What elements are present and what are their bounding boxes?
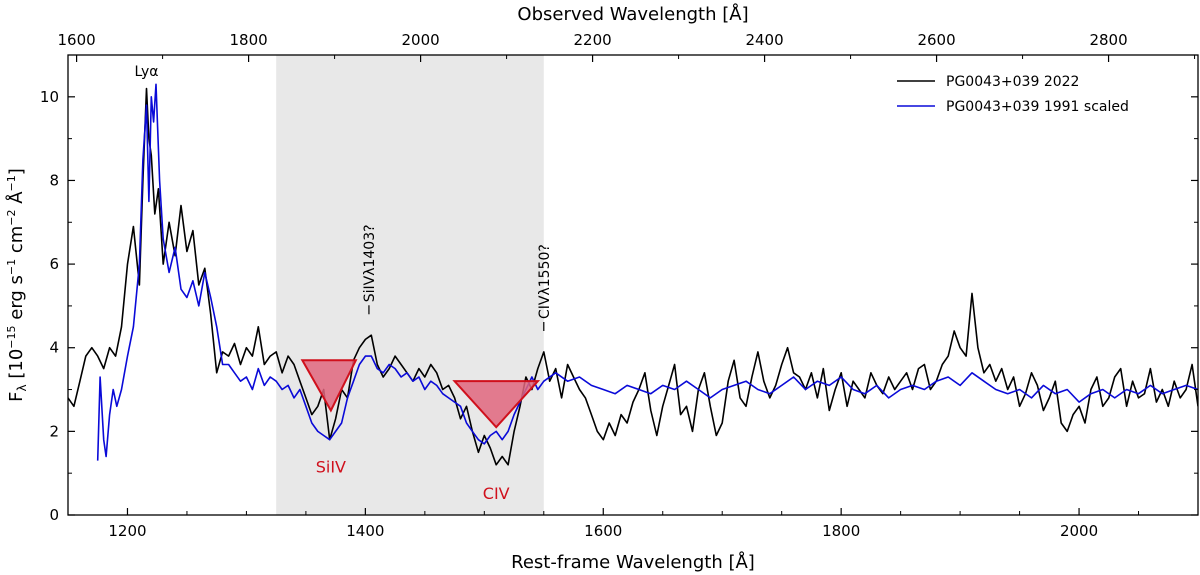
annotation-lya: Lyα bbox=[134, 64, 158, 80]
plot-frame bbox=[67, 54, 1199, 516]
x-tick-label: 1200 bbox=[108, 522, 146, 540]
y-tick-label: 0 bbox=[49, 506, 59, 524]
x-axis-title: Rest-frame Wavelength [Å] bbox=[511, 551, 755, 573]
y-tick-label: 2 bbox=[49, 422, 59, 440]
top-tick-label: 1800 bbox=[229, 31, 267, 49]
top-tick-label: 2800 bbox=[1089, 31, 1127, 49]
series-line-1991 bbox=[96, 83, 1198, 461]
legend-label-1991: PG0043+039 1991 scaled bbox=[946, 99, 1129, 115]
top-tick-label: 1600 bbox=[58, 31, 96, 49]
absorption-label-siiv: SiIV bbox=[316, 457, 346, 476]
top-tick-label: 2000 bbox=[401, 31, 439, 49]
y-tick-label: 6 bbox=[49, 255, 59, 273]
top-tick-label: 2600 bbox=[917, 31, 955, 49]
absorption-marker-civ bbox=[452, 380, 541, 429]
top-tick-label: 2400 bbox=[745, 31, 783, 49]
y-tick-label: 8 bbox=[49, 171, 59, 189]
x-tick-label: 1800 bbox=[822, 522, 860, 540]
x-tick-label: 1400 bbox=[346, 522, 384, 540]
legend-label-2022: PG0043+039 2022 bbox=[946, 74, 1079, 90]
annotation-civ-line: CIVλ1550? bbox=[537, 244, 553, 319]
top-axis-title: Observed Wavelength [Å] bbox=[517, 3, 748, 25]
y-tick-label: 4 bbox=[49, 339, 59, 357]
shaded-region bbox=[276, 55, 544, 515]
y-axis-title: Fλ [10−15 erg s−1 cm−2 Å−1] bbox=[5, 168, 29, 402]
y-tick-label: 10 bbox=[40, 88, 59, 106]
x-tick-label: 2000 bbox=[1060, 522, 1098, 540]
series-line-2022 bbox=[68, 87, 1198, 466]
top-tick-label: 2200 bbox=[573, 31, 611, 49]
absorption-marker-siiv bbox=[300, 359, 358, 413]
x-tick-label: 1600 bbox=[584, 522, 622, 540]
absorption-label-civ: CIV bbox=[483, 484, 510, 503]
legend: PG0043+039 2022 PG0043+039 1991 scaled bbox=[897, 74, 1129, 115]
annotation-siiv-line: SiIVλ1403? bbox=[362, 224, 378, 302]
